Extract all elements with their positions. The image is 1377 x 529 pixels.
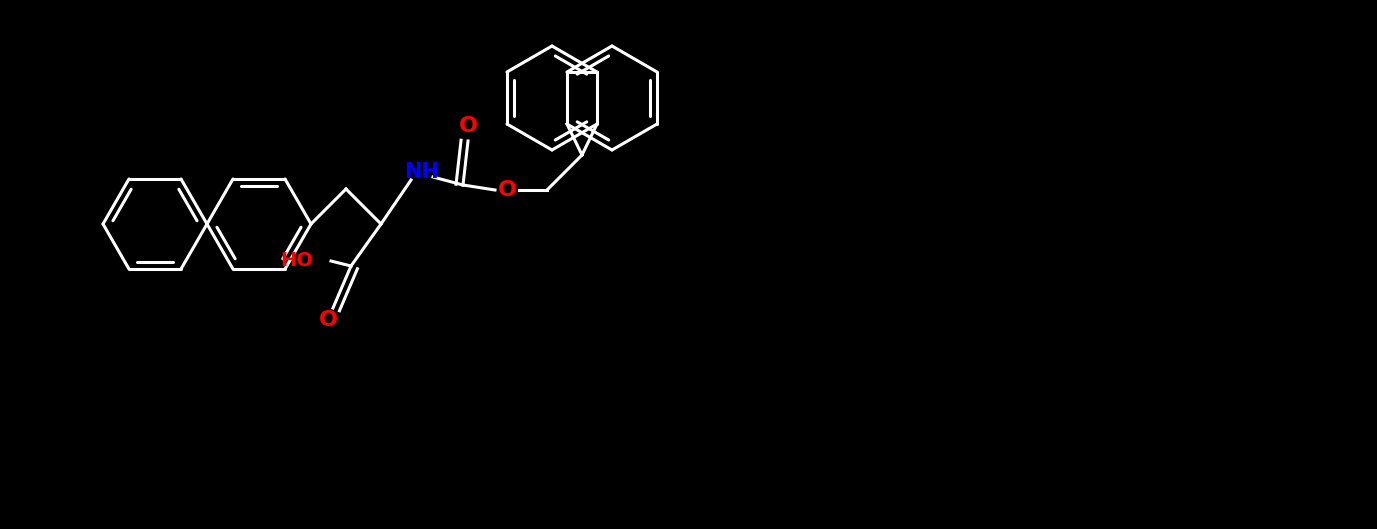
Text: O: O <box>497 180 516 200</box>
Text: O: O <box>459 116 478 136</box>
Text: NH: NH <box>403 162 438 182</box>
Text: HO: HO <box>280 251 313 270</box>
Text: O: O <box>318 310 337 330</box>
